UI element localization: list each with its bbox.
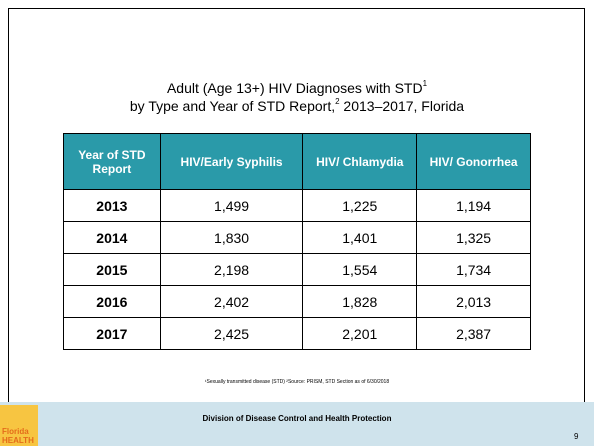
value-cell: 1,499 — [159, 189, 304, 222]
value-cell: 2,013 — [416, 285, 531, 318]
header-cell: HIV/Early Syphilis — [159, 133, 304, 190]
value-cell: 1,194 — [416, 189, 531, 222]
value-cell: 1,828 — [302, 285, 418, 318]
title-text: Adult (Age 13+) HIV Diagnoses with STD — [166, 80, 423, 96]
value-cell: 1,325 — [416, 221, 531, 254]
footer-text: Division of Disease Control and Health P… — [202, 414, 392, 423]
superscript: 1 — [422, 79, 428, 88]
title-text: by Type and Year of STD Report, — [129, 98, 336, 114]
table-row: 2016 2,402 1,828 2,013 — [63, 285, 531, 318]
year-cell: 2015 — [63, 253, 161, 286]
value-cell: 2,402 — [159, 285, 304, 318]
value-cell: 1,554 — [302, 253, 418, 286]
value-cell: 1,401 — [302, 221, 418, 254]
value-cell: 1,734 — [416, 253, 531, 286]
value-cell: 1,830 — [159, 221, 304, 254]
year-cell: 2017 — [63, 317, 161, 350]
logo: Florida HEALTH — [0, 405, 38, 446]
page-number: 9 — [574, 432, 579, 441]
data-table: Year of STD Report HIV/Early Syphilis HIV/… — [63, 133, 531, 350]
year-cell: 2013 — [63, 189, 161, 222]
footnote: ¹Sexually transmitted disease (STD) ²Sou… — [204, 379, 390, 385]
year-cell: 2014 — [63, 221, 161, 254]
header-cell: HIV/ Gonorrhea — [416, 133, 531, 190]
footer-band — [0, 402, 594, 446]
table-body: 2013 1,499 1,225 1,194 2014 1,830 1,401 1,325 20… — [63, 189, 531, 350]
title-text: 2013–2017, Florida — [339, 98, 465, 114]
value-cell: 2,198 — [159, 253, 304, 286]
table-row: 2014 1,830 1,401 1,325 — [63, 221, 531, 254]
table-row: 2017 2,425 2,201 2,387 — [63, 317, 531, 350]
table-row: 2015 2,198 1,554 1,734 — [63, 253, 531, 286]
superscript: 2 — [335, 97, 340, 106]
title-line-1: Adult (Age 13+) HIV Diagnoses with STD1 — [0, 79, 594, 96]
table-row: 2013 1,499 1,225 1,194 — [63, 189, 531, 222]
value-cell: 2,201 — [302, 317, 418, 350]
logo-text: Florida — [2, 427, 29, 436]
year-cell: 2016 — [63, 285, 161, 318]
logo-text: HEALTH — [2, 436, 34, 445]
header-cell: Year of STD Report — [63, 133, 161, 190]
header-row: Year of STD Report HIV/Early Syphilis HIV/… — [63, 133, 531, 190]
value-cell: 2,425 — [159, 317, 304, 350]
header-cell: HIV/ Chlamydia — [302, 133, 418, 190]
value-cell: 1,225 — [302, 189, 418, 222]
title-line-2: by Type and Year of STD Report,2 2013–20… — [0, 97, 594, 114]
slide-frame — [8, 8, 585, 402]
value-cell: 2,387 — [416, 317, 531, 350]
